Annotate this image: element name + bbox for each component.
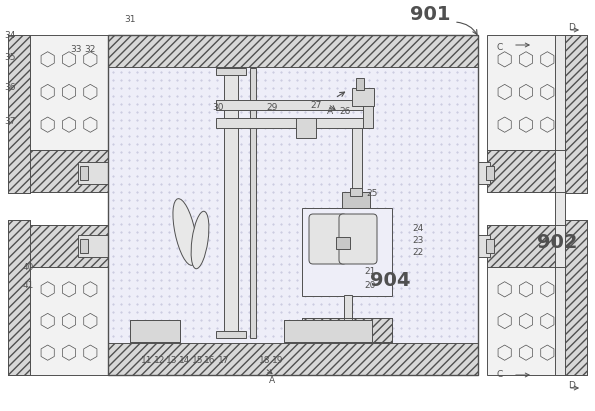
Text: 18: 18 xyxy=(259,356,271,365)
Bar xyxy=(8,220,30,375)
Text: 11: 11 xyxy=(141,356,153,365)
Text: 904: 904 xyxy=(369,270,410,289)
Text: 35: 35 xyxy=(4,53,15,62)
Text: C: C xyxy=(497,369,503,379)
Bar xyxy=(216,100,371,110)
Bar xyxy=(342,192,370,208)
Bar xyxy=(352,88,374,106)
Bar xyxy=(216,118,371,128)
Bar xyxy=(296,118,316,138)
Bar xyxy=(108,35,478,375)
Bar xyxy=(344,295,352,343)
Text: 902: 902 xyxy=(537,233,577,252)
Bar xyxy=(108,35,478,67)
Text: 40: 40 xyxy=(23,263,34,272)
Bar xyxy=(565,35,587,193)
FancyBboxPatch shape xyxy=(309,214,347,264)
Bar xyxy=(78,162,108,184)
Bar xyxy=(30,150,108,192)
Bar xyxy=(8,220,30,375)
FancyBboxPatch shape xyxy=(339,214,377,264)
Text: 41: 41 xyxy=(23,280,34,289)
Bar xyxy=(352,128,362,200)
Bar xyxy=(250,68,256,338)
Bar xyxy=(8,35,30,193)
Bar xyxy=(216,331,246,338)
Bar xyxy=(30,267,108,375)
Text: C: C xyxy=(497,44,503,53)
Text: 13: 13 xyxy=(166,356,178,365)
Bar xyxy=(80,239,88,253)
Bar xyxy=(487,225,565,267)
Bar xyxy=(284,320,372,342)
Bar xyxy=(487,150,565,192)
Text: 29: 29 xyxy=(267,104,278,113)
Text: 21: 21 xyxy=(364,268,375,277)
Text: 27: 27 xyxy=(311,102,322,111)
Bar xyxy=(350,188,362,196)
Ellipse shape xyxy=(191,211,209,269)
Bar xyxy=(78,235,108,257)
Bar xyxy=(302,318,392,342)
Text: 17: 17 xyxy=(218,356,230,365)
Bar xyxy=(130,320,180,342)
Text: 25: 25 xyxy=(367,189,378,198)
Text: 24: 24 xyxy=(412,224,424,233)
Text: 901: 901 xyxy=(410,5,450,25)
Bar xyxy=(487,150,565,192)
Bar xyxy=(565,220,587,375)
Bar xyxy=(486,239,494,253)
Text: 15: 15 xyxy=(192,356,203,365)
Text: D: D xyxy=(569,381,575,390)
Bar xyxy=(30,150,108,192)
Bar xyxy=(30,225,108,267)
Bar xyxy=(284,320,372,342)
Text: 31: 31 xyxy=(124,16,136,25)
Bar xyxy=(108,343,478,375)
Bar xyxy=(565,220,587,375)
Bar xyxy=(216,68,246,75)
Ellipse shape xyxy=(173,199,197,266)
Bar xyxy=(336,237,350,249)
Bar xyxy=(30,225,108,267)
Text: 33: 33 xyxy=(70,46,82,55)
Bar xyxy=(302,208,392,296)
Text: 37: 37 xyxy=(4,118,15,127)
Bar xyxy=(224,68,238,338)
Bar xyxy=(302,318,392,342)
Bar xyxy=(108,35,478,375)
Text: 36: 36 xyxy=(4,83,15,92)
Text: 16: 16 xyxy=(204,356,216,365)
Text: 20: 20 xyxy=(364,280,375,289)
Text: 26: 26 xyxy=(339,108,350,116)
Text: 34: 34 xyxy=(4,30,15,39)
Bar xyxy=(80,166,88,180)
Bar xyxy=(478,235,490,257)
Bar xyxy=(30,35,108,150)
Text: 23: 23 xyxy=(412,236,424,245)
Bar xyxy=(478,162,490,184)
Text: 32: 32 xyxy=(84,46,96,55)
Bar xyxy=(130,320,180,342)
Text: 22: 22 xyxy=(412,247,424,256)
Bar xyxy=(487,225,565,267)
Bar xyxy=(555,35,565,375)
Bar xyxy=(8,35,30,193)
Text: 14: 14 xyxy=(179,356,190,365)
Text: A: A xyxy=(269,376,275,385)
Text: D: D xyxy=(569,23,575,32)
Text: 19: 19 xyxy=(273,356,284,365)
Text: 12: 12 xyxy=(154,356,165,365)
Bar xyxy=(565,35,587,193)
Bar xyxy=(356,78,364,90)
Text: A: A xyxy=(327,108,333,116)
Bar xyxy=(487,35,565,150)
Bar xyxy=(363,100,373,128)
Text: 30: 30 xyxy=(212,104,224,113)
Bar xyxy=(487,267,565,375)
Bar xyxy=(486,166,494,180)
